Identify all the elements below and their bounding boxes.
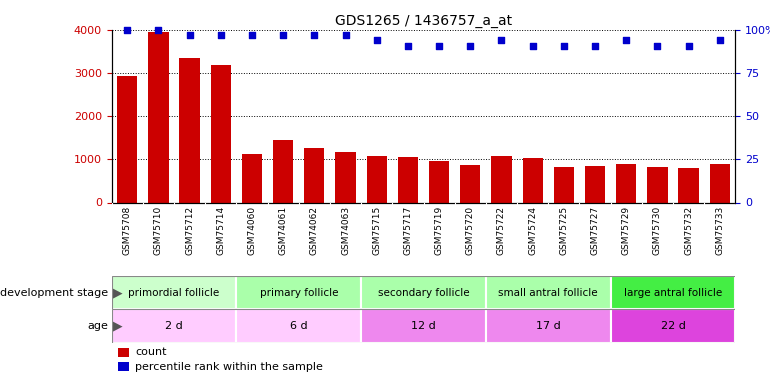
Point: [682, 42, 695, 48]
Text: GSM75719: GSM75719: [434, 206, 444, 255]
Point: [402, 42, 414, 48]
Point: [589, 42, 601, 48]
Point: [215, 32, 227, 38]
Text: GSM75730: GSM75730: [653, 206, 662, 255]
Text: GSM75712: GSM75712: [185, 206, 194, 255]
Bar: [429, 161, 449, 202]
Text: GSM75717: GSM75717: [403, 206, 413, 255]
Text: age: age: [87, 321, 108, 331]
Bar: [486, 276, 611, 309]
Text: small antral follicle: small antral follicle: [498, 288, 598, 297]
Text: GSM75733: GSM75733: [715, 206, 725, 255]
Point: [620, 38, 632, 44]
Bar: [211, 64, 231, 203]
Bar: [304, 148, 324, 202]
Text: GSM75732: GSM75732: [684, 206, 693, 255]
Bar: [678, 168, 698, 202]
Text: GSM75724: GSM75724: [528, 206, 537, 255]
Bar: [236, 276, 361, 309]
Bar: [611, 309, 735, 343]
Text: GSM75729: GSM75729: [621, 206, 631, 255]
Point: [246, 32, 258, 38]
Point: [557, 42, 570, 48]
Point: [277, 32, 290, 38]
Text: GSM74063: GSM74063: [341, 206, 350, 255]
Point: [152, 27, 165, 33]
Text: GSM75720: GSM75720: [466, 206, 475, 255]
Text: GSM74060: GSM74060: [247, 206, 256, 255]
Bar: [460, 165, 480, 202]
Bar: [236, 309, 361, 343]
Bar: [710, 164, 730, 202]
Point: [433, 42, 445, 48]
Bar: [242, 154, 262, 203]
Point: [183, 32, 196, 38]
Bar: [118, 348, 129, 357]
Bar: [616, 164, 636, 202]
Bar: [585, 166, 605, 202]
Text: 22 d: 22 d: [661, 321, 685, 331]
Point: [527, 42, 539, 48]
Point: [340, 32, 352, 38]
Bar: [149, 32, 169, 202]
Text: ▶: ▶: [113, 320, 123, 333]
Text: GSM75710: GSM75710: [154, 206, 163, 255]
Text: 17 d: 17 d: [536, 321, 561, 331]
Bar: [117, 76, 137, 202]
Point: [714, 38, 726, 44]
Bar: [611, 276, 735, 309]
Text: large antral follicle: large antral follicle: [624, 288, 722, 297]
Text: count: count: [136, 347, 167, 357]
Point: [308, 32, 320, 38]
Text: percentile rank within the sample: percentile rank within the sample: [136, 362, 323, 372]
Text: development stage: development stage: [0, 288, 108, 297]
Text: secondary follicle: secondary follicle: [378, 288, 469, 297]
Bar: [486, 309, 611, 343]
Bar: [336, 152, 356, 202]
Bar: [179, 58, 199, 202]
Text: 12 d: 12 d: [411, 321, 436, 331]
Bar: [398, 157, 418, 203]
Text: 2 d: 2 d: [165, 321, 183, 331]
Bar: [273, 140, 293, 202]
Text: GSM75727: GSM75727: [591, 206, 600, 255]
Text: GSM75708: GSM75708: [122, 206, 132, 255]
Point: [121, 27, 133, 33]
Point: [651, 42, 664, 48]
Text: ▶: ▶: [113, 286, 123, 299]
Text: GSM75715: GSM75715: [372, 206, 381, 255]
Text: GSM75722: GSM75722: [497, 206, 506, 255]
Bar: [112, 309, 236, 343]
Bar: [523, 158, 543, 203]
Bar: [361, 276, 486, 309]
Text: GSM75725: GSM75725: [559, 206, 568, 255]
Title: GDS1265 / 1436757_a_at: GDS1265 / 1436757_a_at: [335, 13, 512, 28]
Point: [495, 38, 507, 44]
Bar: [648, 167, 668, 202]
Text: GSM74062: GSM74062: [310, 206, 319, 255]
Point: [464, 42, 477, 48]
Bar: [367, 156, 387, 203]
Text: primary follicle: primary follicle: [259, 288, 338, 297]
Bar: [554, 167, 574, 202]
Bar: [491, 156, 511, 203]
Bar: [361, 309, 486, 343]
Bar: [112, 276, 236, 309]
Bar: [118, 362, 129, 371]
Text: primordial follicle: primordial follicle: [129, 288, 219, 297]
Text: GSM74061: GSM74061: [279, 206, 288, 255]
Text: 6 d: 6 d: [290, 321, 307, 331]
Text: GSM75714: GSM75714: [216, 206, 226, 255]
Point: [370, 38, 383, 44]
